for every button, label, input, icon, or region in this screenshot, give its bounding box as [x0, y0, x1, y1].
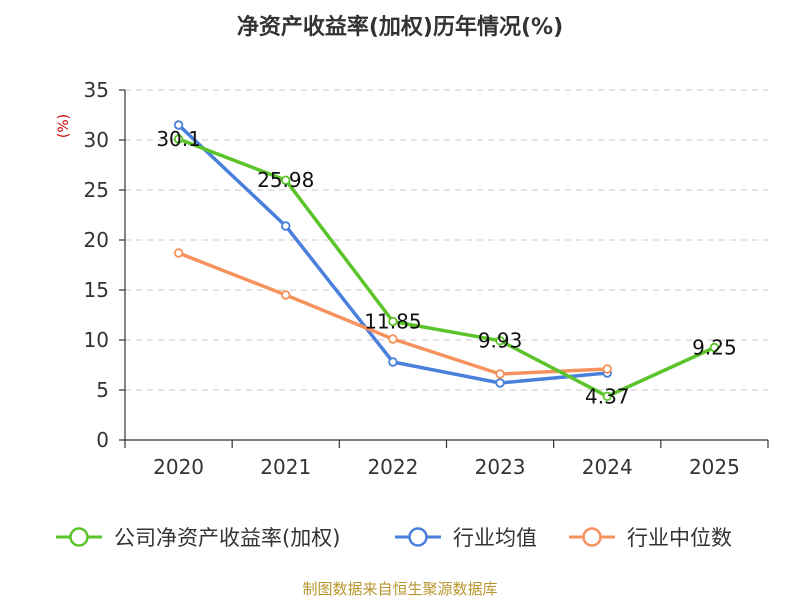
y-tick-label-35: 35	[84, 78, 109, 102]
source-note: 制图数据来自恒生聚源数据库	[302, 580, 497, 598]
data-label-2023: 9.93	[478, 329, 523, 353]
legend-label-1: 行业均值	[453, 526, 537, 550]
grid-lines	[125, 89, 768, 391]
legend-item-0: 公司净资产收益率(加权)	[56, 526, 340, 550]
data-labels: 30.1 25.98 11.85 9.93 4.37 9.25	[156, 127, 736, 408]
legend-item-2: 行业中位数	[569, 526, 732, 550]
x-tick-label-2024: 2024	[582, 455, 633, 479]
x-tick-label-2020: 2020	[153, 455, 204, 479]
y-tick-label-30: 30	[84, 128, 109, 152]
series-0-point-2022	[388, 316, 398, 327]
legend-label-2: 行业中位数	[627, 526, 732, 550]
series-2	[173, 248, 612, 379]
y-tick-label-10: 10	[84, 328, 109, 352]
series-0-point-2023	[495, 336, 505, 346]
series-0-point-2024	[602, 391, 612, 401]
chart-title: 净资产收益率(加权)历年情况(%)	[237, 14, 563, 40]
series-0	[173, 134, 720, 401]
data-label-2024: 4.37	[585, 384, 630, 408]
x-tick-labels: 2020 2021 2022 2023 2024 2025	[153, 455, 740, 479]
series-1	[173, 120, 612, 388]
series-1-point-2021	[281, 221, 291, 231]
axes	[119, 89, 769, 448]
series-2-point-2020	[173, 248, 184, 258]
series-0-point-2025	[709, 342, 720, 353]
y-tick-label-25: 25	[84, 178, 109, 202]
legend-marker-2	[582, 527, 602, 547]
y-tick-label-20: 20	[84, 228, 109, 252]
series-2-point-2022	[388, 334, 398, 344]
data-label-2021: 25.98	[257, 168, 314, 192]
data-label-2025: 9.25	[692, 336, 737, 360]
x-tick-label-2021: 2021	[260, 455, 311, 479]
data-label-2020: 30.1	[156, 127, 201, 151]
y-tick-labels: 0 5 10 15 20 25 30 35	[84, 78, 109, 452]
series-1-point-2023	[495, 378, 505, 388]
series-0-point-2021	[281, 175, 291, 185]
series-layer	[173, 120, 720, 401]
x-tick-label-2023: 2023	[475, 455, 526, 479]
x-tick-label-2022: 2022	[367, 455, 418, 479]
y-tick-label-15: 15	[84, 278, 109, 302]
data-label-2022: 11.85	[364, 310, 421, 334]
y-axis-unit-label: (%)	[56, 114, 72, 138]
legend: 公司净资产收益率(加权) 行业均值 行业中位数	[56, 526, 732, 550]
series-line-0	[177, 137, 716, 399]
series-2-point-2024	[602, 364, 612, 374]
series-0-point-2020	[173, 134, 184, 144]
legend-marker-1	[408, 527, 428, 547]
series-2-point-2021	[281, 290, 291, 300]
series-1-point-2022	[388, 357, 398, 367]
legend-item-1: 行业均值	[395, 526, 537, 550]
series-1-point-2020	[173, 120, 184, 130]
y-tick-label-0: 0	[96, 428, 109, 452]
legend-marker-0	[69, 527, 89, 547]
series-2-point-2023	[495, 369, 505, 379]
y-tick-label-5: 5	[96, 378, 109, 402]
legend-label-0: 公司净资产收益率(加权)	[114, 526, 340, 550]
x-tick-label-2025: 2025	[689, 455, 740, 479]
